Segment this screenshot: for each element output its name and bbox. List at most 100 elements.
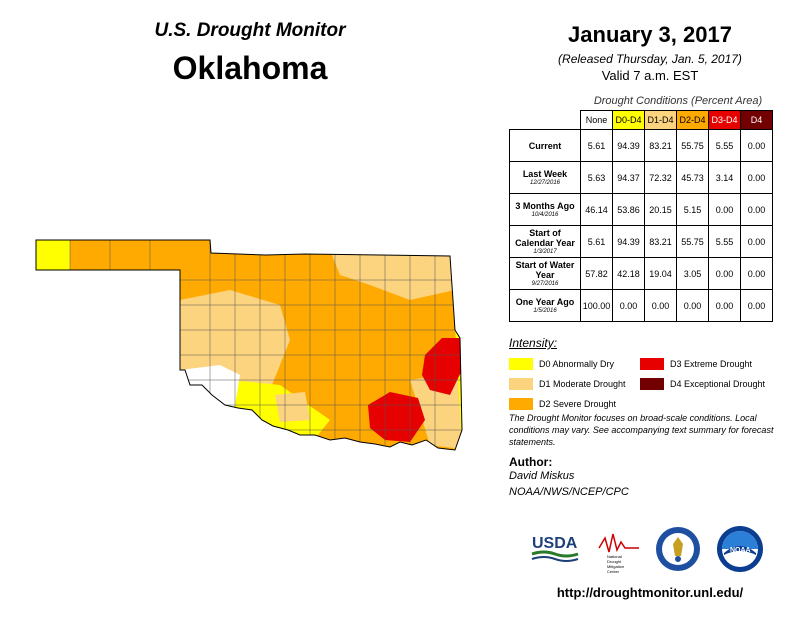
commerce-seal-logo [655,526,701,577]
author-label: Author: [509,455,553,469]
noaa-logo: NOAA [716,525,764,578]
table-cell: 83.21 [644,225,677,258]
d3-region [368,392,425,442]
table-cell: 5.63 [580,161,613,194]
legend-label: D1 Moderate Drought [539,379,626,389]
disclaimer-note: The Drought Monitor focuses on broad-sca… [509,413,774,447]
table-caption: Drought Conditions (Percent Area) [593,95,763,107]
svg-text:USDA: USDA [532,535,578,552]
table-cell: 46.14 [580,193,613,226]
table-cell: 0.00 [740,193,773,226]
legend-item: D0 Abnormally Dry [509,358,614,370]
row-label-text: Last Week [522,168,568,179]
table-column-header: D3-D4 [708,110,741,130]
d0-region [36,240,70,275]
table-cell: 0.00 [708,289,741,322]
table-cell: 55.75 [676,225,709,258]
author-name: David Miskus [509,470,575,482]
map-title: U.S. Drought Monitor [154,20,346,41]
row-label-text: Start of Water Year [515,259,575,280]
usda-logo: USDA [530,530,580,569]
table-cell: 0.00 [708,257,741,290]
author-org: NOAA/NWS/NCEP/CPC [509,486,629,498]
table-cell: 45.73 [676,161,709,194]
row-label: 3 Months Ago 10/4/2016 [509,193,581,226]
legend-item: D3 Extreme Drought [640,358,752,370]
table-cell: 5.61 [580,225,613,258]
table-cell: 0.00 [644,289,677,322]
valid-time: Valid 7 a.m. EST [601,68,699,83]
table-cell: 53.86 [612,193,645,226]
table-row: Last Week 12/27/2016 5.63 94.37 72.32 45.73 3.… [509,161,773,194]
table-cell: 55.75 [676,129,709,162]
legend-swatch [509,398,533,410]
legend-swatch [509,358,533,370]
row-label-date: 1/5/2016 [533,307,557,314]
table-cell: 0.00 [708,193,741,226]
table-column-header: D2-D4 [676,110,709,130]
table-cell: 0.00 [740,161,773,194]
map-date: January 3, 2017 [568,22,732,47]
table-cell: 0.00 [740,289,773,322]
table-cell: 83.21 [644,129,677,162]
table-column-header: D1-D4 [644,110,677,130]
table-column-header: D4 [740,110,773,130]
svg-text:National: National [607,554,622,559]
table-cell: 100.00 [580,289,613,322]
table-cell: 0.00 [612,289,645,322]
legend-swatch [640,378,664,390]
website-url[interactable]: http://droughtmonitor.unl.edu/ [556,585,744,600]
drought-conditions-table: None D0-D4 D1-D4 D2-D4 D3-D4 D4 Current 5.61 94… [509,110,773,322]
table-cell: 3.14 [708,161,741,194]
table-cell: 5.15 [676,193,709,226]
svg-text:Drought: Drought [607,559,622,564]
svg-text:Center: Center [607,569,620,573]
table-column-header: D0-D4 [612,110,645,130]
table-cell: 94.39 [612,225,645,258]
legend-item: D4 Exceptional Drought [640,378,765,390]
table-body: Current 5.61 94.39 83.21 55.75 5.55 0.00 Last W… [509,129,773,322]
table-row: Start of Calendar Year 1/3/2017 5.61 94.39 8… [509,225,773,258]
state-outline [35,239,463,451]
row-label-date: 9/27/2016 [531,280,559,287]
row-label: Start of Water Year 9/27/2016 [509,257,581,290]
row-label-text: One Year Ago [515,296,575,307]
table-cell: 42.18 [612,257,645,290]
legend-title: Intensity: [509,336,558,350]
table-row: 3 Months Ago 10/4/2016 46.14 53.86 20.15 5.15… [509,193,773,226]
table-cell: 0.00 [676,289,709,322]
svg-text:NOAA: NOAA [730,547,751,554]
row-label: Last Week 12/27/2016 [509,161,581,194]
table-column-header: None [580,110,613,130]
table-cell: 19.04 [644,257,677,290]
legend-item: D2 Severe Drought [509,398,616,410]
row-label-date: 12/27/2016 [529,179,561,186]
table-cell: 20.15 [644,193,677,226]
table-cell: 0.00 [740,225,773,258]
table-cell: 94.39 [612,129,645,162]
legend-label: D2 Severe Drought [539,399,617,409]
table-cell: 0.00 [740,257,773,290]
legend-label: D3 Extreme Drought [670,359,753,369]
table-cell: 94.37 [612,161,645,194]
row-label-text: Current [528,140,562,151]
legend-swatch [509,378,533,390]
table-cell: 5.55 [708,225,741,258]
row-label: Start of Calendar Year 1/3/2017 [509,225,581,258]
table-cell: 72.32 [644,161,677,194]
row-label: Current [509,129,581,162]
row-label-text: Start of Calendar Year [515,227,575,248]
table-row: Start of Water Year 9/27/2016 57.82 42.18 19… [509,257,773,290]
legend-label: D0 Abnormally Dry [539,359,615,369]
state-name: Oklahoma [172,50,328,86]
svg-text:Mitigation: Mitigation [607,564,624,569]
row-label-text: 3 Months Ago [515,200,575,211]
row-label-date: 1/3/2017 [533,248,557,255]
table-header-row: None D0-D4 D1-D4 D2-D4 D3-D4 D4 [510,110,773,130]
table-cell: 0.00 [740,129,773,162]
table-cell: 3.05 [676,257,709,290]
legend-swatch [640,358,664,370]
table-row: Current 5.61 94.39 83.21 55.75 5.55 0.00 [509,129,773,162]
table-corner [510,111,581,130]
d1-region [330,250,455,300]
